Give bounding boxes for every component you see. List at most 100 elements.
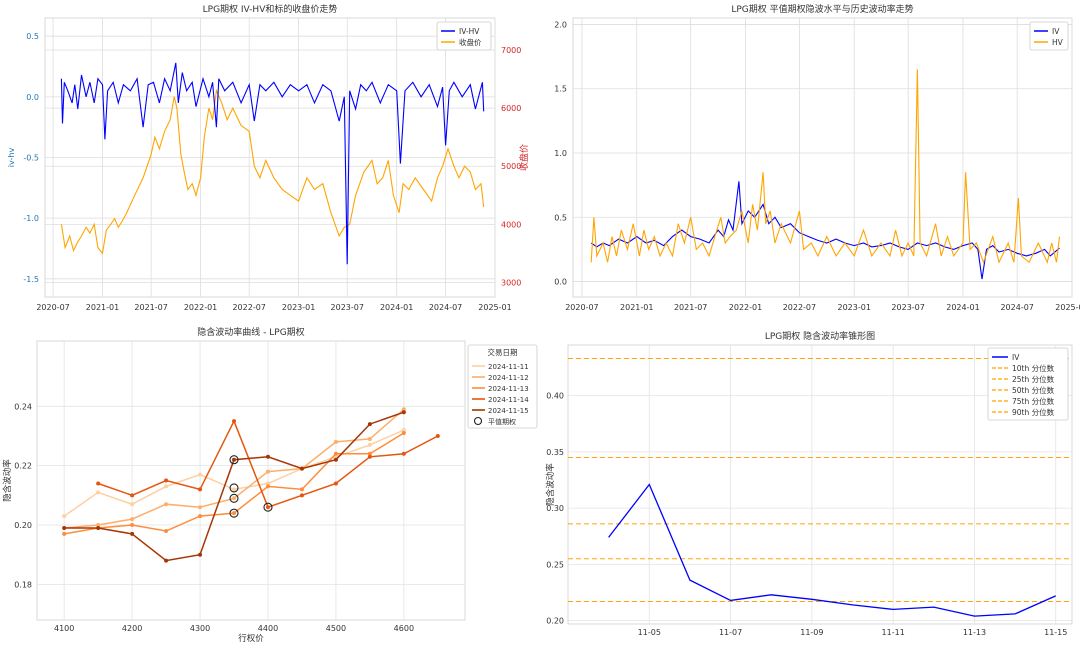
x-tick-label: 2022-01 xyxy=(184,303,217,312)
series-point xyxy=(164,478,169,483)
x-tick-label: 2020-07 xyxy=(565,303,598,312)
series-point xyxy=(367,442,372,447)
series-point xyxy=(198,487,203,492)
series-point xyxy=(401,431,406,436)
series-point xyxy=(130,502,135,507)
legend-label: 25th 分位数 xyxy=(1012,374,1055,384)
series-point xyxy=(265,469,270,474)
series-point xyxy=(265,481,270,486)
x-tick-label: 2023-07 xyxy=(891,303,924,312)
atm-marker xyxy=(229,493,239,503)
series-point xyxy=(401,428,406,433)
series-point xyxy=(401,410,406,415)
series-point xyxy=(333,481,338,486)
x-tick-label: 2024-07 xyxy=(1000,303,1033,312)
x-tick-label: 2025-01 xyxy=(478,303,511,312)
x-tick-label: 2022-07 xyxy=(783,303,816,312)
x-tick-label: 4400 xyxy=(258,624,278,633)
x-tick-label: 2024-07 xyxy=(429,303,462,312)
legend-label: 2024-11-15 xyxy=(488,407,529,415)
series-point xyxy=(299,466,304,471)
legend-label: IV xyxy=(1012,353,1020,362)
series-line-hv xyxy=(590,69,1061,264)
series-point xyxy=(62,525,67,530)
x-tick-label: 11-07 xyxy=(719,628,742,637)
series-point xyxy=(164,528,169,533)
series-point xyxy=(333,457,338,462)
legend-label: 2024-11-12 xyxy=(488,374,529,382)
series-point xyxy=(232,419,237,424)
x-tick-label: 4100 xyxy=(54,624,74,633)
plot-frame xyxy=(567,344,1073,625)
legend-box xyxy=(1029,21,1069,51)
legend-box xyxy=(467,344,538,429)
x-tick-label: 2025-01 xyxy=(1055,303,1080,312)
y-right-tick-label: 5000 xyxy=(501,162,521,171)
legend-label: 2024-11-13 xyxy=(488,385,529,393)
chart-title: LPG期权 IV-HV和标的收盘价走势 xyxy=(203,3,338,15)
y-tick-label: -1.5 xyxy=(23,275,39,284)
x-tick-label: 11-13 xyxy=(963,628,986,637)
series-point xyxy=(164,484,169,489)
x-tick-label: 4600 xyxy=(394,624,414,633)
series-point xyxy=(130,493,135,498)
legend-label: 2024-11-11 xyxy=(488,363,529,371)
series-point xyxy=(265,454,270,459)
legend-label: 收盘价 xyxy=(459,37,482,47)
y-tick-label: 0.24 xyxy=(14,402,32,411)
series-point xyxy=(367,436,372,441)
series-point xyxy=(62,514,67,519)
x-tick-label: 4300 xyxy=(190,624,210,633)
x-tick-label: 2020-07 xyxy=(36,303,69,312)
series-point xyxy=(96,525,101,530)
series-line-iv xyxy=(590,181,1060,280)
series-point xyxy=(96,490,101,495)
y-right-tick-label: 4000 xyxy=(501,220,521,229)
y-right-tick-label: 6000 xyxy=(501,104,521,113)
series-point xyxy=(367,454,372,459)
x-tick-label: 11-15 xyxy=(1044,628,1067,637)
y-tick-label: 1.0 xyxy=(554,149,567,158)
series-point xyxy=(299,493,304,498)
iv-hv-close-price-chart: LPG期权 IV-HV和标的收盘价走势 2020-07 2021-01 2021-07… xyxy=(7,3,530,312)
legend-label: 90th 分位数 xyxy=(1012,407,1055,417)
y-tick-label: 0.5 xyxy=(554,213,567,222)
y-tick-label: 0.40 xyxy=(546,392,564,401)
x-tick-label: 4500 xyxy=(326,624,346,633)
x-tick-label: 4200 xyxy=(122,624,142,633)
series-point xyxy=(232,487,237,492)
iv-smile-chart: 隐含波动率曲线 - LPG期权 4100 4200 4300 4400 4500 4600 0… xyxy=(2,326,538,644)
series-line-iv xyxy=(608,483,1056,617)
series-point xyxy=(265,505,270,510)
y-tick-label: 0.30 xyxy=(546,504,564,513)
series-line xyxy=(64,408,405,529)
y-tick-label: 0.5 xyxy=(26,32,39,41)
series-point xyxy=(130,517,135,522)
series-line xyxy=(64,411,405,562)
x-tick-label: 2021-01 xyxy=(620,303,653,312)
x-tick-label: 2023-01 xyxy=(838,303,871,312)
y-tick-label: 0.20 xyxy=(14,521,32,530)
y-right-tick-label: 7000 xyxy=(501,46,521,55)
series-point xyxy=(333,439,338,444)
y-tick-label: -1.0 xyxy=(23,214,39,223)
atm-marker xyxy=(229,508,239,518)
x-tick-label: 2023-01 xyxy=(282,303,315,312)
y-tick-label: -0.5 xyxy=(23,154,39,163)
y-tick-label: 2.0 xyxy=(554,20,567,29)
series-point xyxy=(367,422,372,427)
x-tick-label: 11-11 xyxy=(882,628,905,637)
y-tick-label: 0.25 xyxy=(546,560,564,569)
series-point xyxy=(198,505,203,510)
legend-label: 2024-11-14 xyxy=(488,396,529,404)
x-tick-label: 2021-01 xyxy=(86,303,119,312)
atm-marker xyxy=(263,502,273,512)
chart-title: LPG期权 平值期权隐波水平与历史波动率走势 xyxy=(731,3,913,15)
series-point xyxy=(299,487,304,492)
series-point xyxy=(265,484,270,489)
series-line-iv-hv xyxy=(60,62,485,265)
y-right-axis-label: 收盘价 xyxy=(518,144,530,171)
y-tick-label: 0.18 xyxy=(14,580,32,589)
series-point xyxy=(164,558,169,563)
